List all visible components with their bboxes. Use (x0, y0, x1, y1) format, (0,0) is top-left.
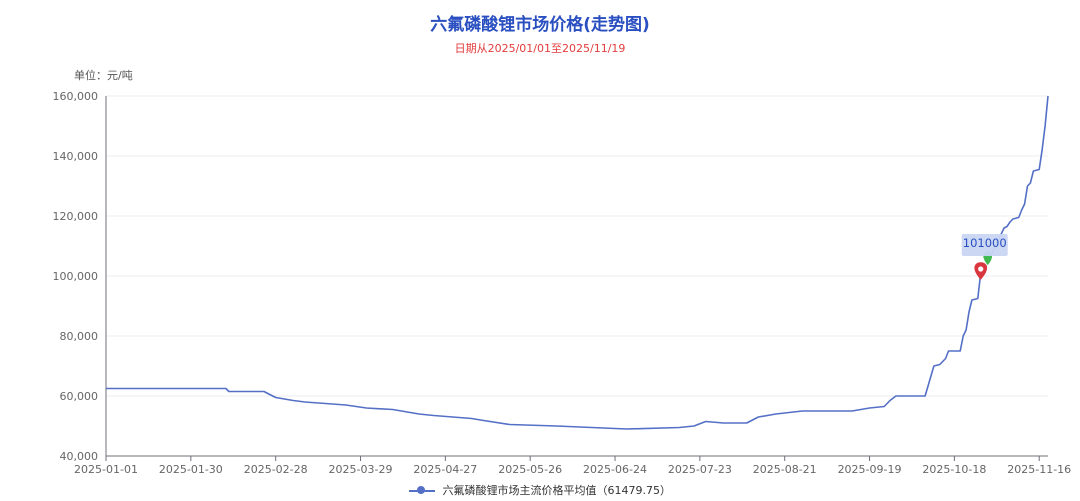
y-tick-label: 140,000 (53, 150, 99, 163)
x-tick-label: 2025-07-23 (668, 463, 732, 476)
y-tick-label: 40,000 (60, 450, 99, 463)
y-tick-label: 160,000 (53, 90, 99, 103)
x-tick-label: 2025-01-30 (159, 463, 223, 476)
x-tick-label: 2025-08-21 (753, 463, 817, 476)
x-tick-label: 2025-04-27 (413, 463, 477, 476)
x-tick-label: 2025-06-24 (583, 463, 647, 476)
y-axis-unit-label: 单位：元/吨 (74, 69, 133, 82)
y-tick-label: 80,000 (60, 330, 99, 343)
series-line (106, 95, 1049, 430)
annotation-callout-label: 101000 (963, 236, 1007, 250)
y-axis: 40,000 60,000 80,000 100,000 120,000 140,000 1… (53, 90, 107, 463)
x-tick-label: 2025-03-29 (329, 463, 393, 476)
legend-label: 六氟磷酸锂市场主流价格平均值（61479.75） (442, 484, 672, 497)
grid-lines (106, 95, 1048, 397)
red-pin-icon (974, 262, 988, 280)
chart-title: 六氟磷酸锂市场价格(走势图) (430, 15, 650, 35)
x-tick-label: 2025-10-18 (922, 463, 986, 476)
series-layer (105, 95, 1049, 430)
chart-legend[interactable]: 六氟磷酸锂市场主流价格平均值（61479.75） (0, 482, 1080, 498)
red-pin-hole (978, 266, 984, 272)
x-tick-label: 2025-02-28 (244, 463, 308, 476)
annotation-layer: 101000 (961, 234, 1008, 280)
annotation-callout-box (961, 234, 1008, 256)
x-tick-label: 2025-11-16 (1007, 463, 1071, 476)
y-tick-label: 100,000 (53, 270, 99, 283)
x-tick-label: 2025-01-01 (74, 463, 138, 476)
x-tick-label: 2025-05-26 (498, 463, 562, 476)
x-tick-label: 2025-09-19 (838, 463, 902, 476)
x-axis: 2025-01-01 2025-01-30 2025-02-28 2025-03-29… (74, 455, 1071, 476)
chart-subtitle: 日期从2025/01/01至2025/11/19 (454, 42, 626, 55)
y-tick-label: 60,000 (60, 390, 99, 403)
legend-line-marker-icon (409, 486, 435, 496)
y-tick-label: 120,000 (53, 210, 99, 223)
